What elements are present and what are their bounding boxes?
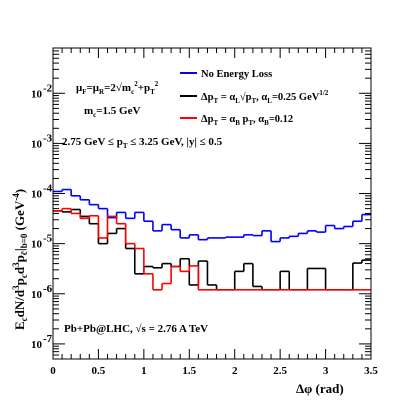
legend-label-no-energy-loss: No Energy Loss <box>201 69 272 80</box>
y-tick-exponent: -7 <box>43 333 53 345</box>
x-tick-label: 2 <box>232 365 238 377</box>
y-tick-exponent: -6 <box>43 283 53 295</box>
legend-label-alpha-l: ΔpT = αL√pT, αL=0.25 GeV1/2 <box>201 89 329 105</box>
x-tick-label: 0 <box>50 365 56 377</box>
y-tick-label: 10 <box>31 88 43 100</box>
plot-frame <box>52 47 372 360</box>
y-tick-exponent: -3 <box>43 132 53 144</box>
labels-layer: μF=μR=2√mc2+pT2 mc=1.5 GeV 2.75 GeV ≤ pT… <box>11 69 344 396</box>
y-tick-label: 10 <box>31 339 43 351</box>
y-tick-exponent: -5 <box>43 233 53 245</box>
y-tick-label: 10 <box>31 138 43 150</box>
series-2 <box>53 207 371 291</box>
annotation-kinematics: 2.75 GeV ≤ pT ≤ 3.25 GeV, |y| ≤ 0.5 <box>62 136 223 150</box>
x-tick-label: 3.5 <box>364 365 378 377</box>
x-tick-label: 1.5 <box>182 365 196 377</box>
y-tick-exponent: -4 <box>43 183 53 195</box>
legend-label-alpha-b: ΔpT = αB pT, αB=0.12 <box>201 114 293 127</box>
annotation-scale: μF=μR=2√mc2+pT2 <box>76 80 159 96</box>
x-tick-label: 1 <box>141 365 147 377</box>
y-tick-label: 10 <box>31 289 43 301</box>
legend: No Energy Loss ΔpT = αL√pT, αL=0.25 GeV1… <box>180 69 329 127</box>
annotation-mass: mc=1.5 GeV <box>84 105 140 119</box>
annotation-system: Pb+Pb@LHC, √s = 2.76 A TeV <box>64 323 208 335</box>
annotation-scale-text: μ <box>76 82 83 94</box>
series-0 <box>53 188 371 243</box>
y-axis-title: EcdN/d3pcd3pc̄|b=0 (GeV-4) <box>11 189 29 330</box>
series-layer <box>53 188 371 291</box>
y-tick-exponent: -2 <box>43 82 53 94</box>
x-tick-label: 3 <box>323 365 329 377</box>
x-tick-label: 2.5 <box>273 365 287 377</box>
y-tick-label: 10 <box>31 189 43 201</box>
x-tick-label: 0.5 <box>92 365 106 377</box>
y-tick-label: 10 <box>31 239 43 251</box>
axes-layer: 0 0.5 1 1.5 2 2.5 3 3.510-710-610-510-410-310-2 <box>31 47 378 377</box>
x-axis-title: Δφ (rad) <box>296 381 344 396</box>
